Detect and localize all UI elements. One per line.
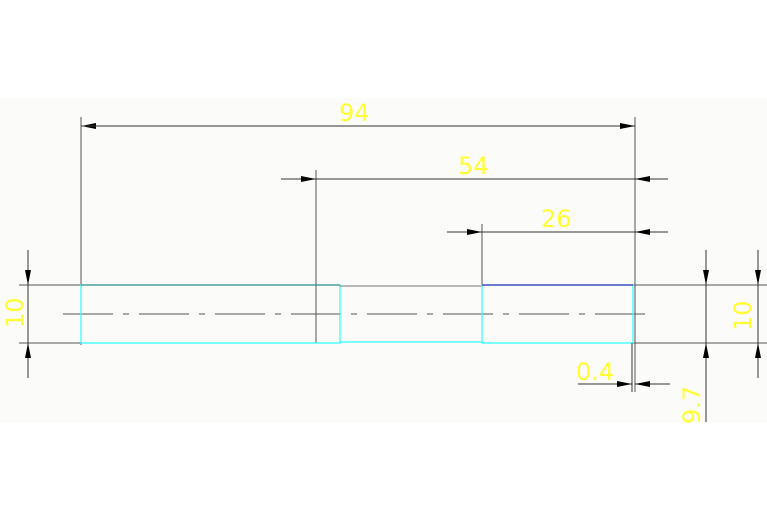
dim-26-text: 26 [541,205,572,233]
dim-right-10-text: 10 [729,300,757,331]
dim-94-text: 94 [339,99,370,127]
shaft [80,284,634,344]
dim-54-text: 54 [458,152,489,180]
dim-9-7-text: 9.7 [678,386,706,424]
dimension-texts: 94 54 26 0.4 10 10 9.7 [1,99,757,424]
dimension-lines [25,123,761,422]
dim-0-4-text: 0.4 [576,358,614,386]
dim-left-10-text: 10 [1,297,29,328]
drawing-area [0,98,767,423]
